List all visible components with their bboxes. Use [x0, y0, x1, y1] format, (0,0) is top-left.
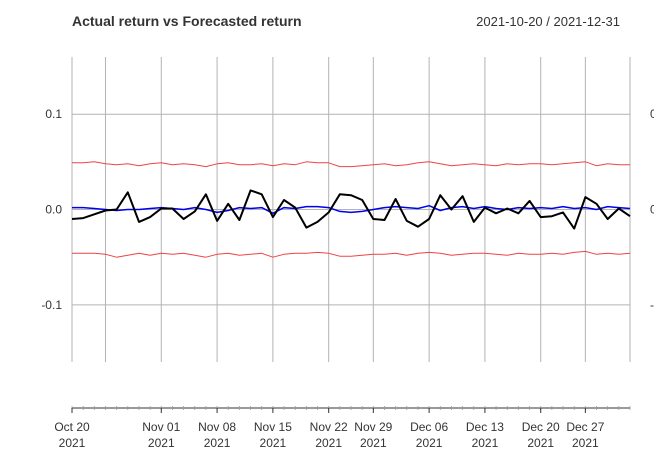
x-tick-year-label: 2021: [260, 436, 287, 450]
x-tick-year-label: 2021: [360, 436, 387, 450]
x-tick-label: Nov 08: [198, 420, 236, 434]
grid: [71, 57, 631, 362]
x-tick-label: Dec 06: [410, 420, 448, 434]
x-tick-year-label: 2021: [527, 436, 554, 450]
x-tick-label: Dec 20: [522, 420, 560, 434]
y-tick-label: 0.1: [45, 107, 62, 121]
x-tick-year-label: 2021: [59, 436, 86, 450]
x-axis: Oct 20 2021 Nov 01 2021 Nov 08 2021 Nov 15 2021…: [54, 406, 631, 450]
x-tick-year-label: 2021: [315, 436, 342, 450]
series-layer: [71, 161, 631, 258]
y-axis: 0.1 0.1 0.0 0.0 -0.1 -0.1: [41, 107, 654, 312]
x-tick-year-label: 2021: [472, 436, 499, 450]
x-tick-label: Dec 13: [466, 420, 504, 434]
x-tick-year-label: 2021: [416, 436, 443, 450]
y-tick-label-right: 0.1: [650, 107, 654, 121]
series-line-0: [71, 189, 631, 230]
y-tick-label-right: -0.1: [650, 298, 654, 312]
y-tick-label: 0.0: [45, 203, 62, 217]
y-tick-label: -0.1: [41, 298, 62, 312]
chart-title: Actual return vs Forecasted return: [72, 13, 302, 29]
x-tick-label: Nov 22: [310, 420, 348, 434]
x-tick-year-label: 2021: [572, 436, 599, 450]
x-tick-year-label: 2021: [148, 436, 175, 450]
y-tick-label-right: 0.0: [650, 203, 654, 217]
x-tick-label: Nov 29: [354, 420, 392, 434]
x-tick-label: Nov 01: [142, 420, 180, 434]
x-tick-label: Oct 20: [54, 420, 90, 434]
x-tick-year-label: 2021: [204, 436, 231, 450]
date-range-label: 2021-10-20 / 2021-12-31: [476, 14, 620, 29]
x-tick-label: Nov 15: [254, 420, 292, 434]
series-line-2: [72, 161, 630, 168]
series-line-3: [72, 250, 631, 258]
x-tick-label: Dec 27: [566, 420, 604, 434]
